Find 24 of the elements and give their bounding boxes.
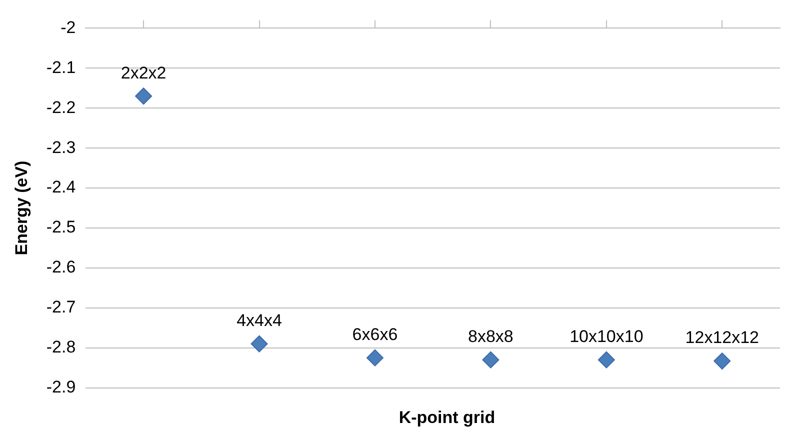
point [250,335,268,352]
annotation: 4x4x4 [236,311,282,330]
x-axis-title: K-point grid [398,408,496,428]
annotation: 12x12x12 [685,328,760,348]
y-tick-label: -2.6 [46,258,76,277]
point [598,351,615,368]
y-tick-label: -2.1 [46,58,76,77]
point [366,349,384,366]
point [714,352,731,370]
y-tick-label: -2.9 [46,377,76,396]
y-tick-label: -2.4 [46,178,76,197]
point [482,351,500,368]
y-axis-title: Energy (eV) [12,160,31,256]
annotation: 6x6x6 [352,325,398,344]
y-tick-label: -2.3 [46,138,76,157]
y-tick-label: -2.7 [46,298,76,317]
annotation: 2x2x2 [120,63,166,82]
y-tick-label: -2 [60,18,76,37]
y-tick-label: -2.5 [46,218,76,237]
annotation: 8x8x8 [468,327,514,346]
annotation: 10x10x10 [570,327,644,346]
point [135,88,152,105]
y-tick-label: -2.8 [46,338,76,357]
y-tick-label: -2.2 [46,98,76,117]
